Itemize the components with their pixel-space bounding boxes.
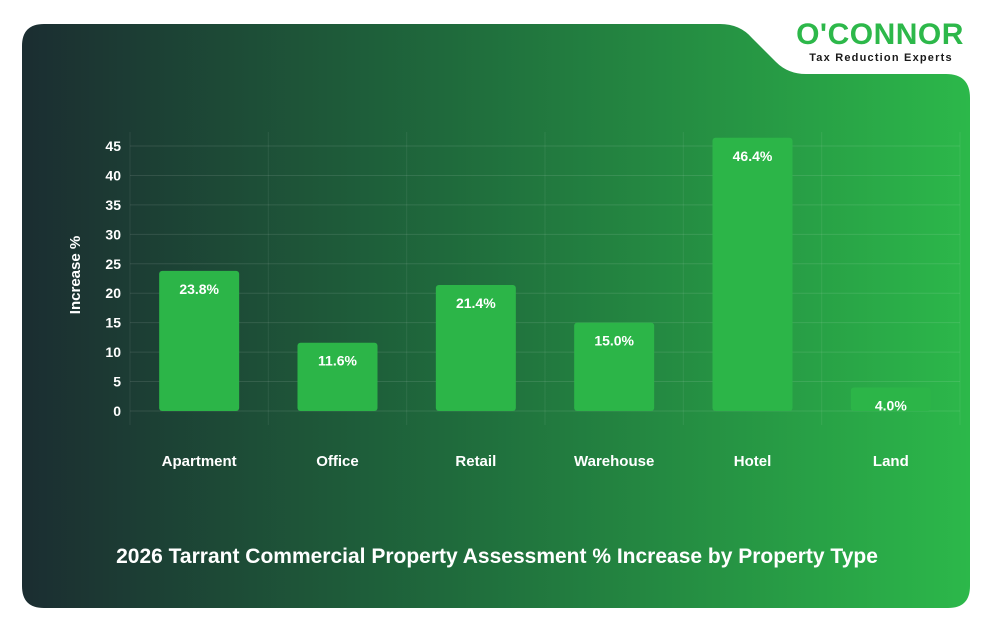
chart-title: 2026 Tarrant Commercial Property Assessm… [116,545,878,568]
bar-office [297,342,378,411]
y-tick-label: 5 [113,374,121,390]
y-tick-label: 35 [105,197,121,213]
y-tick-label: 20 [105,285,121,301]
y-tick-label: 15 [105,315,121,331]
y-axis: 0 5 10 15 20 25 30 35 40 45 [105,138,121,419]
y-tick-label: 30 [105,226,121,242]
y-axis-label: Increase % [67,236,84,314]
data-label: 11.6% [318,353,357,369]
x-tick-label: Retail [455,453,496,470]
data-label: 21.4% [456,295,496,311]
category-labels: Apartment Office Retail Warehouse Hotel Land [162,453,909,470]
bar-retail [435,284,516,411]
data-label: 23.8% [179,281,219,297]
x-tick-label: Office [316,453,359,470]
y-tick-label: 10 [105,344,121,360]
x-tick-label: Apartment [162,453,237,470]
data-label: 46.4% [733,148,773,164]
bar-hotel [712,137,793,411]
x-tick-label: Land [873,453,909,470]
bar-apartment [159,270,240,411]
y-tick-label: 25 [105,256,121,272]
y-tick-label: 45 [105,138,121,154]
data-label: 15.0% [594,333,634,349]
bar-land [850,387,931,411]
bar-warehouse [574,322,655,411]
x-tick-label: Warehouse [574,453,654,470]
grid-lines [129,132,961,425]
y-tick-label: 0 [113,403,121,419]
brand-tagline: Tax Reduction Experts [809,52,953,64]
brand-logo: O'CONNOR [796,18,964,51]
x-tick-label: Hotel [734,453,772,470]
data-label: 4.0% [875,397,907,413]
bars: 23.8% 11.6% 21.4% 15.0% 46.4% 4.0% [159,137,931,413]
y-tick-label: 40 [105,167,121,183]
